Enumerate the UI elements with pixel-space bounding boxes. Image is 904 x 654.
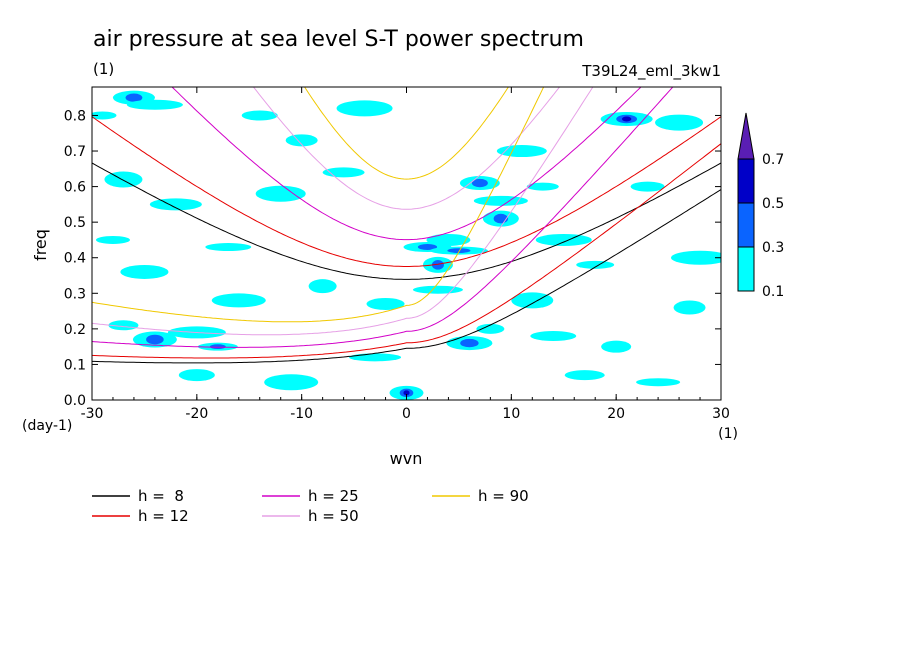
legend-label: h = 90 — [478, 487, 529, 505]
contour-patch — [92, 111, 117, 120]
curve-lower-h90 — [92, 87, 545, 323]
contour-patch — [104, 171, 143, 188]
contour-patch — [132, 331, 177, 348]
contour-patch — [264, 374, 319, 391]
contour-patch — [389, 385, 424, 400]
contour-patch — [336, 100, 393, 117]
legend-label: h = 12 — [138, 507, 189, 525]
y-axis: 0.0 0.1 0.2 0.3 0.4 0.5 0.6 0.7 0.8 — [64, 108, 721, 409]
legend-label: h = 50 — [308, 507, 359, 525]
legend: h = 8 h = 12 h = 25 h = 50 h = 90 — [92, 487, 529, 525]
y-unit-label: (day-1) — [22, 418, 72, 434]
y-tick-label: 0.8 — [64, 108, 86, 124]
contour-patch — [285, 134, 318, 147]
contour-patch — [535, 233, 592, 246]
contour-patch — [255, 185, 306, 202]
contour-patch — [476, 323, 505, 334]
contour-patch — [459, 176, 500, 191]
y-tick-label: 0.3 — [64, 286, 86, 302]
contour-patch — [422, 256, 453, 273]
contour-patch — [530, 330, 577, 341]
x-tick-label: -30 — [81, 406, 104, 422]
y-tick-label: 0.1 — [64, 357, 86, 373]
x-tick-label: 0 — [402, 406, 411, 422]
curve-lower-h12 — [92, 143, 721, 359]
curve-upper-h90 — [304, 87, 509, 180]
colorbar-label: 0.1 — [762, 284, 784, 300]
y-tick-label: 0.6 — [64, 180, 86, 196]
x-axis-label: wvn — [390, 449, 423, 468]
y-axis-label: freq — [31, 229, 50, 261]
contour-patch — [120, 264, 169, 279]
contour-patch — [564, 370, 605, 381]
chart-subtitle-right: T39L24_eml_3kw1 — [581, 62, 721, 81]
contour-patch — [95, 235, 130, 244]
contour-patch — [482, 210, 519, 227]
chart-subtitle-left: (1) — [93, 60, 114, 78]
contour-patch — [673, 300, 706, 315]
y-tick-label: 0.0 — [64, 393, 86, 409]
colorbar-segment — [737, 202, 755, 248]
colorbar-label: 0.3 — [762, 240, 784, 256]
x-unit-label: (1) — [718, 426, 738, 442]
x-axis: -30 -20 -10 0 10 20 30 — [81, 87, 730, 422]
contour-patch — [205, 243, 252, 252]
contour-patch — [349, 353, 402, 362]
colorbar-segment — [737, 246, 755, 292]
contour-patch — [211, 293, 266, 308]
colorbar-label: 0.7 — [762, 152, 784, 168]
legend-label: h = 25 — [308, 487, 359, 505]
contour-patch — [601, 340, 632, 353]
contour-patch — [366, 297, 405, 310]
curve-upper-h25 — [171, 87, 642, 241]
contour-patch — [526, 182, 559, 191]
chart-title: air pressure at sea level S-T power spec… — [93, 27, 584, 52]
colorbar-arrow — [737, 112, 755, 160]
y-tick-label: 0.4 — [64, 251, 86, 267]
legend-label: h = 8 — [138, 487, 184, 505]
colorbar-segment — [737, 158, 755, 204]
x-tick-label: 10 — [502, 406, 520, 422]
y-tick-label: 0.2 — [64, 322, 86, 338]
x-tick-label: -20 — [185, 406, 208, 422]
dispersion-curves — [92, 87, 721, 364]
contour-patch — [322, 167, 365, 178]
contour-patch — [429, 246, 488, 255]
contour-patch — [197, 342, 238, 351]
x-tick-label: -10 — [290, 406, 313, 422]
contour-patch — [630, 181, 665, 192]
contour-patch — [308, 279, 337, 294]
colorbar-label: 0.5 — [762, 196, 784, 212]
contour-patch — [446, 336, 493, 351]
contour-patch — [636, 378, 681, 387]
contour-patch — [600, 112, 653, 127]
curve-lower-h50 — [92, 87, 594, 336]
contour-patch — [149, 198, 202, 211]
curve-upper-h12 — [92, 116, 721, 267]
colorbar: 0.1 0.3 0.5 0.7 — [737, 112, 784, 300]
contour-patch — [473, 195, 528, 206]
contour-fill-layer — [92, 90, 721, 400]
contour-patch — [241, 110, 278, 121]
contour-patch — [671, 250, 721, 265]
curve-upper-h8 — [92, 162, 721, 280]
curve-lower-h8 — [92, 189, 721, 364]
contour-patch — [511, 292, 554, 309]
contour-patch — [412, 285, 463, 294]
x-tick-label: 20 — [607, 406, 625, 422]
contour-patch — [496, 145, 547, 158]
curve-lower-h25 — [92, 87, 674, 348]
contour-patch — [108, 320, 139, 331]
curve-upper-h50 — [252, 87, 561, 210]
contour-patch — [126, 99, 183, 110]
contour-patch — [576, 260, 615, 269]
plot-frame — [91, 86, 722, 401]
contour-patch — [655, 114, 704, 131]
contour-patch — [426, 233, 471, 246]
y-tick-label: 0.7 — [64, 144, 86, 160]
y-tick-label: 0.5 — [64, 215, 86, 231]
x-tick-label: 30 — [712, 406, 730, 422]
contour-patch — [178, 369, 215, 382]
